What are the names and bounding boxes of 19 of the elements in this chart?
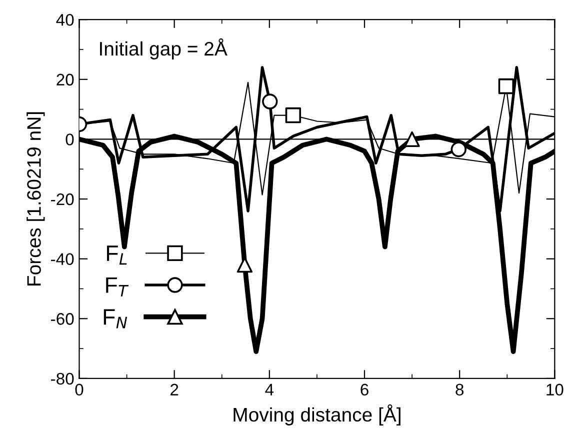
x-axis-title: Moving distance [Å] — [234, 404, 400, 426]
y-tick-label: -60 — [51, 313, 74, 325]
annotation: Initial gap = 2Å — [100, 38, 228, 60]
legend-label: F$_{T}$ — [106, 277, 129, 296]
y-tick-label: 20 — [56, 74, 74, 86]
y-tick-label: -20 — [51, 193, 74, 206]
y-tick-label: 0 — [66, 134, 74, 146]
x-tick-label: 4 — [265, 384, 274, 396]
x-tick-label: 10 — [546, 384, 564, 396]
x-tick-label: 8 — [456, 384, 464, 396]
y-tick-label: 40 — [56, 14, 74, 26]
x-tick-label: 0 — [75, 384, 84, 396]
legend-label: F$_{N}$ — [104, 309, 128, 328]
legend-label: F$_{L}$ — [107, 246, 127, 265]
y-axis-title: Forces [1.60219 nN] — [26, 112, 45, 286]
y-tick-label: -40 — [51, 253, 74, 266]
x-tick-label: 6 — [360, 384, 368, 396]
y-tick-label: -80 — [51, 372, 74, 385]
x-tick-label: 2 — [170, 384, 178, 396]
